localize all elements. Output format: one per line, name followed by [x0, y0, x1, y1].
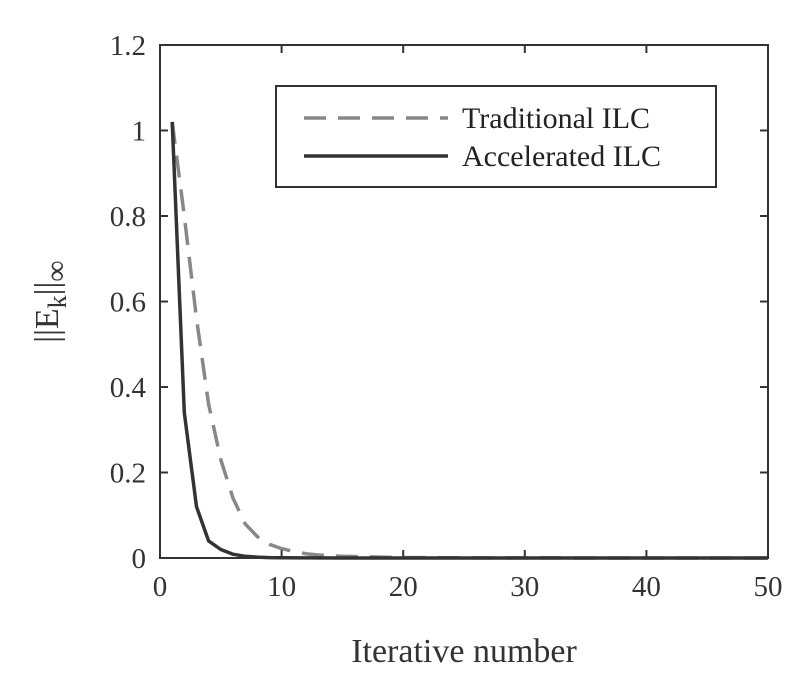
x-tick-label: 10 — [267, 571, 296, 603]
y-tick-label: 1 — [132, 116, 147, 148]
ticks-layer: 0 10 20 30 40 50 0 0.2 0.4 0.6 0.8 1 1.2 — [110, 30, 783, 603]
y-axis-label-prefix: ||E — [29, 308, 66, 342]
y-tick-label: 0.2 — [110, 458, 146, 490]
legend-label-accelerated: Accelerated ILC — [462, 140, 661, 173]
x-tick-label: 30 — [510, 571, 539, 603]
x-tick-label: 40 — [632, 571, 661, 603]
y-axis-label-middle: || — [29, 282, 66, 296]
y-axis-label: ||Ek||∞ — [29, 260, 73, 342]
series-line-traditional — [170, 121, 768, 560]
legend-box — [275, 85, 717, 188]
y-axis-label-subscript: k — [43, 295, 72, 308]
y-tick-label: 0.4 — [110, 372, 147, 404]
y-tick-label: 0.8 — [110, 201, 146, 233]
y-tick-label: 0 — [132, 543, 147, 575]
y-tick-label: 1.2 — [110, 30, 146, 62]
legend: Traditional ILC Accelerated ILC — [275, 85, 717, 188]
x-axis-label: Iterative number — [351, 633, 577, 670]
y-tick-label: 0.6 — [110, 287, 146, 319]
y-axis-label-suffix: ∞ — [40, 260, 73, 281]
x-tick-label: 50 — [754, 571, 783, 603]
x-tick-label: 0 — [153, 571, 168, 603]
legend-label-traditional: Traditional ILC — [462, 102, 650, 135]
x-tick-label: 20 — [389, 571, 418, 603]
